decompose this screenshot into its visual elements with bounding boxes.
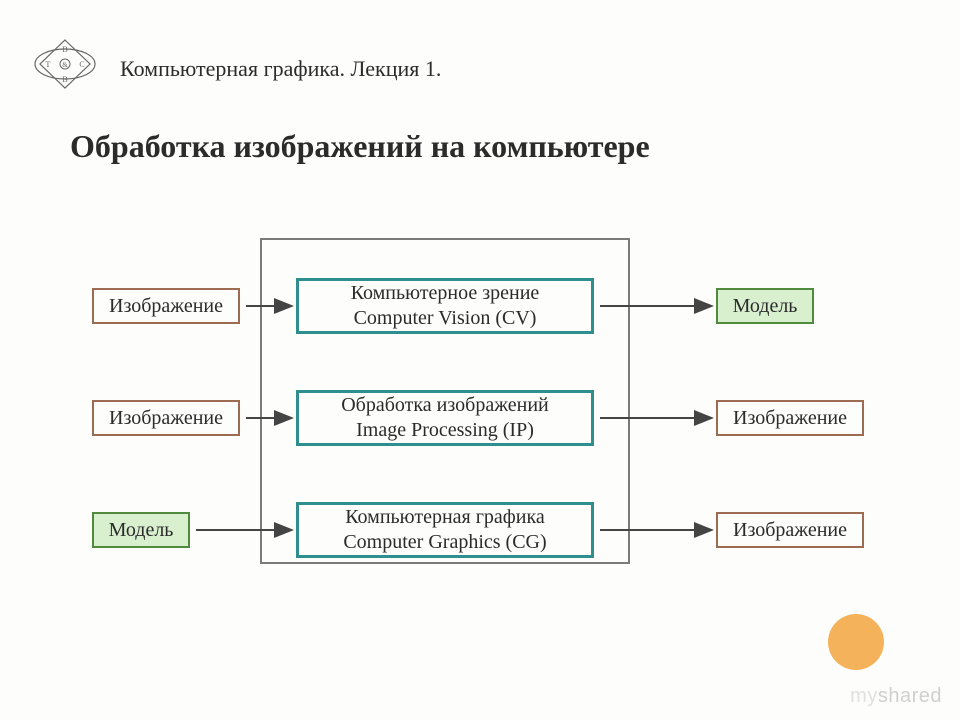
input-node-row0: Изображение [92, 288, 240, 324]
accent-circle [828, 614, 884, 670]
slide: B T C B & Компьютерная графика. Лекция 1… [0, 0, 960, 720]
input-node-row2: Модель [92, 512, 190, 548]
input-node-row1: Изображение [92, 400, 240, 436]
process-node-row1: Обработка изображений Image Processing (… [296, 390, 594, 446]
output-node-row1: Изображение [716, 400, 864, 436]
process-node-row0: Компьютерное зрение Computer Vision (CV) [296, 278, 594, 334]
output-node-row2: Изображение [716, 512, 864, 548]
output-node-row0: Модель [716, 288, 814, 324]
diagram: Изображение Компьютерное зрение Computer … [0, 0, 960, 720]
process-node-row2: Компьютерная графика Computer Graphics (… [296, 502, 594, 558]
watermark-text: myshared [850, 685, 942, 708]
